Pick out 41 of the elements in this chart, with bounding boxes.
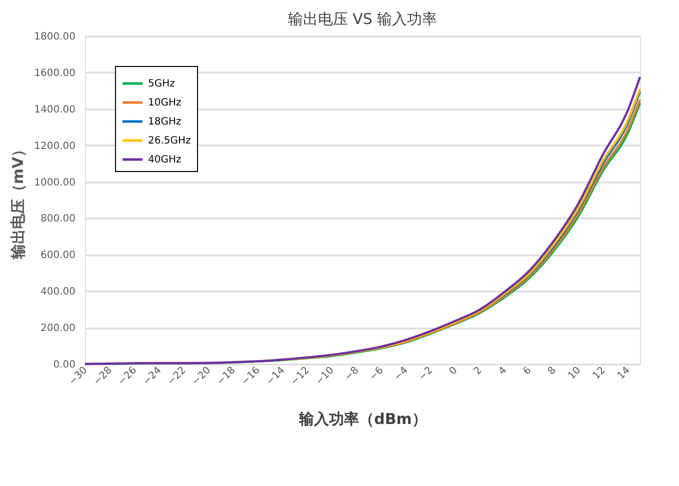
y-tick-label: 1000.00 — [34, 177, 76, 188]
y-tick-label: 400.00 — [40, 286, 76, 298]
x-tick-label: −26 — [116, 364, 140, 388]
y-tick-label: 200.00 — [40, 323, 76, 334]
y-axis-title: 输出电压（mV） — [9, 142, 28, 260]
x-tick-label: 14 — [616, 364, 632, 382]
legend-label: 10GHz — [148, 98, 182, 108]
x-tick-label: 6 — [521, 364, 534, 378]
x-tick-label: −14 — [264, 364, 288, 388]
y-tick-label: 1800.00 — [34, 32, 76, 42]
y-tick-label: 0.00 — [53, 360, 76, 370]
x-tick-label: 8 — [546, 364, 558, 378]
chart-title: 输出电压 VS 输入功率 — [288, 10, 438, 28]
x-tick-label: −8 — [342, 364, 362, 384]
x-tick-label: −16 — [240, 364, 262, 388]
x-tick-label: −6 — [368, 364, 386, 384]
x-tick-label: −18 — [215, 364, 238, 388]
x-tick-label: 4 — [496, 364, 510, 378]
legend-label: 40GHz — [148, 154, 182, 166]
x-tick-label: −10 — [314, 364, 336, 388]
x-tick-label: −12 — [289, 364, 312, 388]
legend-label: 26.5GHz — [148, 136, 191, 146]
x-tick-label: −20 — [190, 364, 214, 388]
x-tick-label: 0 — [447, 364, 460, 378]
y-tick-label: 1200.00 — [34, 140, 76, 152]
x-tick-label: −24 — [141, 364, 164, 388]
line-series — [478, 90, 642, 312]
x-axis-title: 输入功率（dBm） — [298, 410, 427, 428]
y-tick-label: 800.00 — [40, 214, 76, 225]
x-tick-label: −28 — [92, 364, 114, 388]
x-tick-label: −2 — [416, 364, 436, 384]
x-tick-label: 10 — [566, 364, 584, 382]
y-tick-label: 1600.00 — [34, 68, 76, 79]
x-tick-label: −22 — [166, 364, 188, 388]
x-tick-label: 12 — [590, 364, 608, 382]
y-tick-label: 600.00 — [40, 250, 76, 262]
legend-label: 5GHz — [148, 78, 175, 90]
x-tick-label: 2 — [472, 364, 484, 378]
y-tick-label: 1400.00 — [34, 104, 76, 116]
x-tick-label: −4 — [392, 364, 410, 384]
legend-label: 18GHz — [148, 116, 182, 128]
